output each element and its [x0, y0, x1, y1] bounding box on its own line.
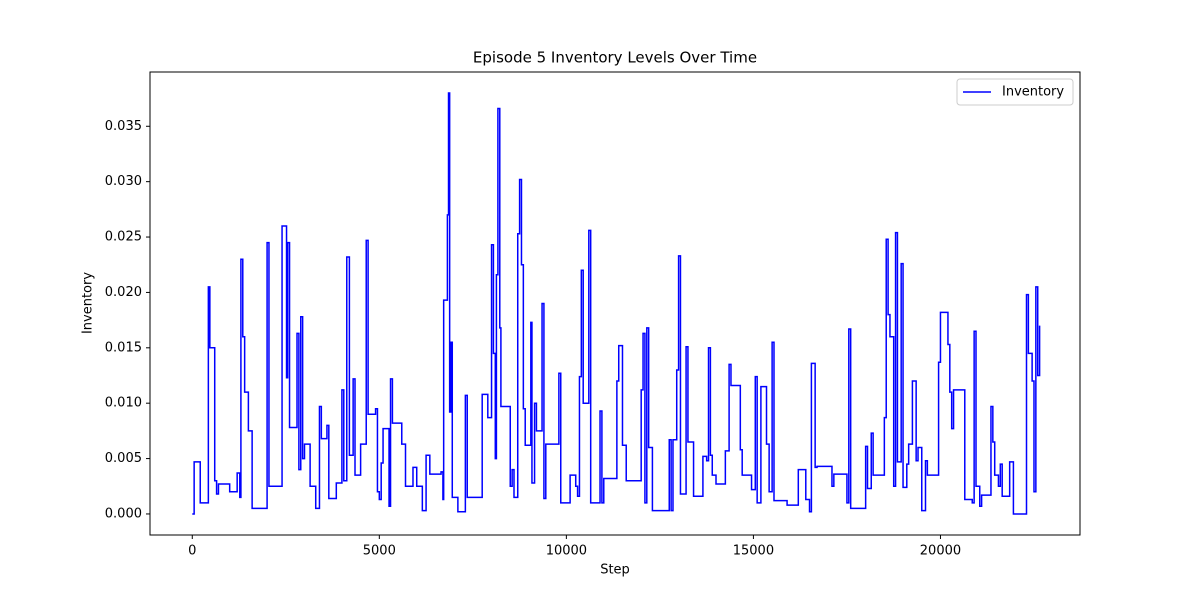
chart-title: Episode 5 Inventory Levels Over Time	[473, 49, 757, 67]
x-tick-label: 5000	[363, 544, 396, 559]
y-tick-label: 0.030	[105, 174, 142, 189]
y-tick-label: 0.025	[105, 230, 142, 245]
y-tick-label: 0.010	[105, 396, 142, 411]
legend-label: Inventory	[1002, 85, 1064, 100]
y-tick-label: 0.035	[105, 119, 142, 134]
y-tick-label: 0.020	[105, 285, 142, 300]
x-tick-label: 15000	[733, 544, 774, 559]
x-tick-label: 0	[188, 544, 196, 559]
legend-box	[956, 78, 1074, 106]
y-axis-label: Inventory	[81, 272, 96, 334]
y-tick-label: 0.005	[105, 451, 142, 466]
y-tick-label: 0.015	[105, 340, 142, 355]
x-axis-label: Step	[600, 563, 630, 578]
line	[192, 92, 1041, 515]
plot-frame	[149, 71, 1081, 536]
y-tick-label: 0.000	[105, 506, 142, 521]
x-tick-label: 20000	[920, 544, 961, 559]
x-tick-label: 10000	[546, 544, 587, 559]
